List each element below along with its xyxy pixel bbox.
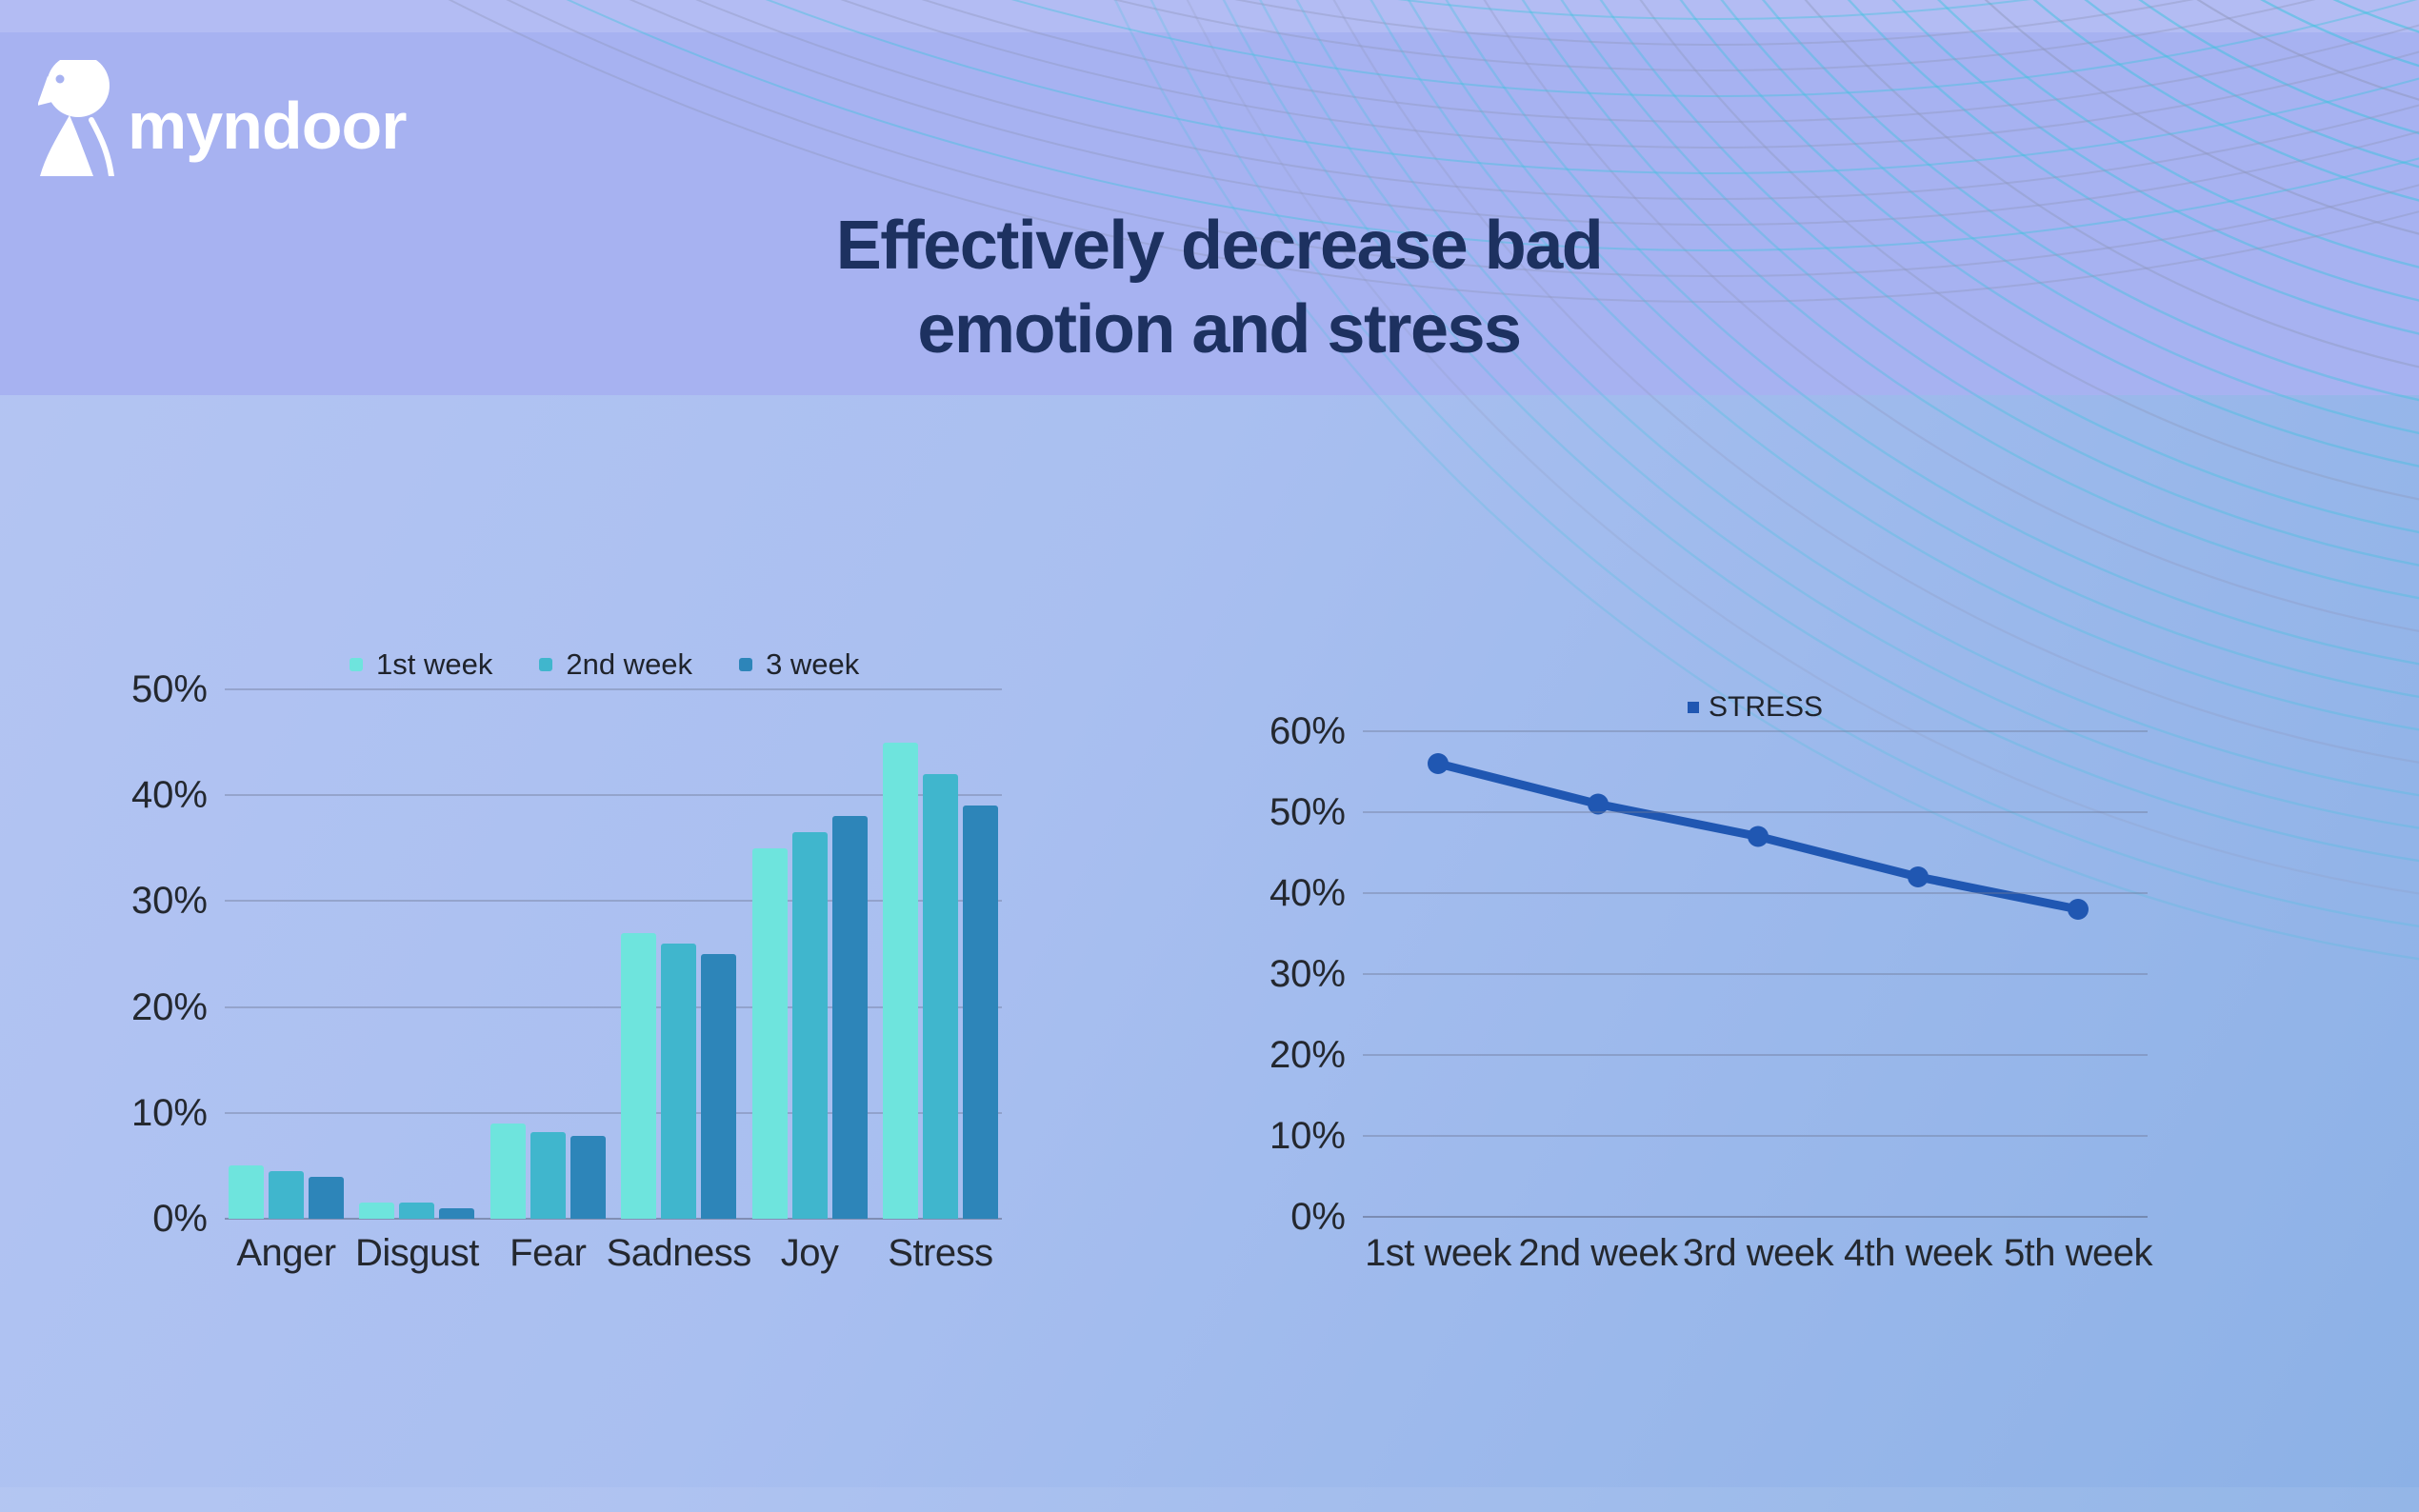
bar-group-sadness bbox=[621, 932, 737, 1219]
line-y-axis-label: 20% bbox=[1269, 1034, 1346, 1076]
legend-swatch-icon bbox=[739, 658, 753, 671]
line-x-axis-label: 2nd week bbox=[1518, 1232, 1678, 1274]
bar-chart-gridline bbox=[225, 1005, 1002, 1008]
bar-chart-plot: 0% 10% 20% 30% 40% 50% bbox=[131, 670, 1002, 1238]
line-x-axis-label: 1st week bbox=[1365, 1232, 1511, 1274]
bar-legend-item: 3 week bbox=[739, 647, 859, 682]
line-x-axis-label: 5th week bbox=[2003, 1232, 2153, 1274]
bar-chart-x-axis: Anger Disgust Fear Sadness Joy Stress bbox=[225, 1232, 1002, 1275]
bar-legend-item: 2nd week bbox=[539, 647, 692, 682]
bar-stress-3-week bbox=[962, 806, 998, 1219]
stress-data-point-2 bbox=[1588, 793, 1609, 815]
bar-x-axis-label: Disgust bbox=[354, 1232, 479, 1274]
stress-line-chart: STRESS 0% 10% 20% 30% 40% 50% 60% 1st week 2nd … bbox=[1269, 666, 2190, 1333]
bar-fear-1st-week bbox=[490, 1123, 526, 1219]
bar-group-fear bbox=[490, 1123, 606, 1219]
bar-y-axis-label: 30% bbox=[130, 880, 208, 923]
bar-chart-gridline bbox=[225, 900, 1002, 903]
line-x-axis-label: 4th week bbox=[1843, 1232, 1993, 1274]
title-line-2: emotion and stress bbox=[917, 291, 1522, 368]
bar-y-axis-label: 50% bbox=[130, 668, 208, 710]
bar-stress-2nd-week bbox=[922, 773, 958, 1219]
bar-sadness-3-week bbox=[701, 954, 737, 1219]
stress-line-series bbox=[1428, 753, 2089, 920]
bar-x-axis-label: Sadness bbox=[606, 1232, 752, 1274]
line-chart-gridline bbox=[1363, 973, 2148, 975]
bar-y-axis-label: 0% bbox=[152, 1198, 208, 1240]
bar-group-disgust bbox=[359, 1203, 475, 1219]
bar-stress-1st-week bbox=[882, 742, 918, 1219]
line-chart-gridline bbox=[1363, 1216, 2148, 1218]
bar-chart-gridline bbox=[225, 1218, 1002, 1220]
line-chart-gridline bbox=[1363, 811, 2148, 813]
line-chart-gridline bbox=[1363, 892, 2148, 894]
line-chart-x-axis: 1st week 2nd week 3rd week 4th week 5th week bbox=[1363, 1232, 2152, 1289]
bar-fear-3-week bbox=[570, 1136, 606, 1219]
bar-joy-1st-week bbox=[751, 847, 788, 1219]
bar-joy-2nd-week bbox=[791, 832, 828, 1219]
line-x-axis-label: 3rd week bbox=[1682, 1232, 1834, 1274]
stress-data-point-5 bbox=[2068, 899, 2089, 920]
bar-y-axis-label: 10% bbox=[130, 1091, 208, 1134]
legend-label: 2nd week bbox=[566, 647, 693, 681]
bar-group-joy bbox=[751, 816, 868, 1219]
bar-y-axis-label: 40% bbox=[130, 774, 208, 817]
bar-group-stress bbox=[882, 742, 998, 1219]
page-title: Effectively decrease bad emotion and str… bbox=[457, 204, 1981, 371]
legend-swatch-icon bbox=[539, 658, 553, 671]
bar-chart-legend: 1st week 2nd week 3 week bbox=[350, 647, 859, 682]
header-band bbox=[0, 0, 2419, 395]
bar-joy-3-week bbox=[831, 816, 868, 1219]
legend-label: STRESS bbox=[1708, 691, 1824, 723]
bar-groups-row bbox=[225, 689, 1002, 1219]
bar-anger-1st-week bbox=[229, 1165, 264, 1219]
top-strip bbox=[0, 0, 2419, 32]
line-y-axis-label: 40% bbox=[1269, 872, 1346, 914]
legend-swatch-icon bbox=[350, 658, 363, 671]
stress-data-point-1 bbox=[1428, 753, 1449, 774]
line-y-axis-label: 10% bbox=[1269, 1115, 1346, 1157]
bar-anger-3-week bbox=[309, 1176, 344, 1219]
bar-disgust-3-week bbox=[439, 1207, 475, 1219]
bar-group-anger bbox=[229, 1165, 344, 1219]
bar-chart-gridline bbox=[225, 1111, 1002, 1114]
bar-legend-item: 1st week bbox=[350, 647, 492, 682]
legend-label: 3 week bbox=[766, 647, 860, 681]
myndoor-bird-icon bbox=[38, 60, 114, 176]
bar-fear-2nd-week bbox=[530, 1131, 566, 1219]
bar-disgust-2nd-week bbox=[399, 1203, 435, 1219]
bottom-strip bbox=[0, 1487, 2419, 1512]
logo-wordmark: myndoor bbox=[128, 89, 407, 163]
line-y-axis-label: 0% bbox=[1290, 1196, 1346, 1238]
bar-x-axis-label: Stress bbox=[888, 1232, 993, 1274]
legend-swatch-icon bbox=[1687, 702, 1699, 713]
bar-x-axis-label: Joy bbox=[780, 1232, 839, 1274]
bar-chart-gridline bbox=[225, 688, 1002, 690]
line-y-axis-label: 60% bbox=[1269, 710, 1346, 752]
bar-x-axis-label: Anger bbox=[236, 1232, 336, 1274]
emotion-bar-chart: 1st week 2nd week 3 week 0% 10% 20% 30% 40% 50%… bbox=[131, 630, 1011, 1320]
line-chart-legend: STRESS bbox=[1363, 691, 2148, 724]
line-chart-gridline bbox=[1363, 730, 2148, 732]
bar-anger-2nd-week bbox=[269, 1170, 304, 1219]
line-y-axis-label: 30% bbox=[1269, 953, 1346, 995]
bar-sadness-2nd-week bbox=[661, 943, 697, 1219]
bar-x-axis-label: Fear bbox=[510, 1232, 587, 1274]
stress-data-point-4 bbox=[1908, 866, 1929, 887]
bar-y-axis-label: 20% bbox=[130, 985, 208, 1028]
line-chart-gridline bbox=[1363, 1135, 2148, 1137]
title-line-1: Effectively decrease bad bbox=[835, 208, 1604, 284]
legend-label: 1st week bbox=[376, 647, 493, 681]
line-y-axis-label: 50% bbox=[1269, 791, 1346, 833]
bar-chart-gridline bbox=[225, 794, 1002, 797]
bar-disgust-1st-week bbox=[359, 1203, 395, 1219]
stress-data-point-3 bbox=[1748, 826, 1769, 847]
line-chart-gridline bbox=[1363, 1054, 2148, 1056]
bar-sadness-1st-week bbox=[621, 932, 657, 1219]
line-chart-plot: 0% 10% 20% 30% 40% 50% 60% bbox=[1269, 712, 2148, 1236]
